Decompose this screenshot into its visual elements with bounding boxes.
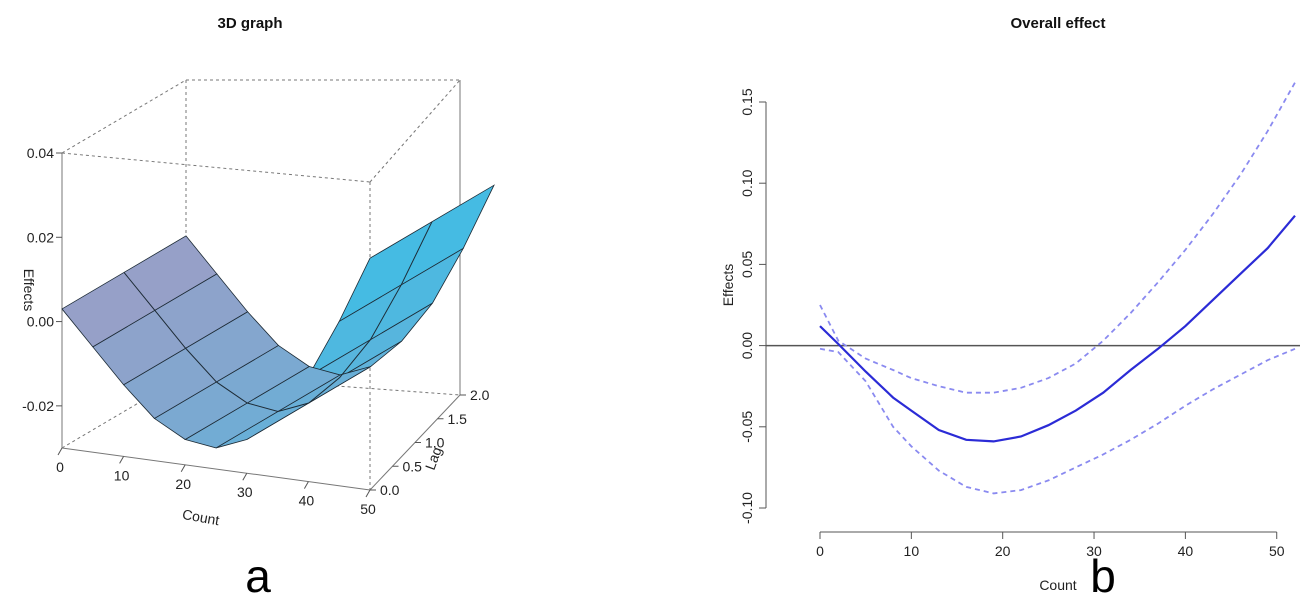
y-tick-label: -0.05 <box>739 411 755 443</box>
x-tick-label: 30 <box>237 484 253 500</box>
x-tick-label: 10 <box>904 543 920 559</box>
y-tick-label: 0.15 <box>739 88 755 115</box>
x-tick-label: 40 <box>1178 543 1194 559</box>
chart-b-title: Overall effect <box>1010 15 1105 32</box>
x-tick-label: 20 <box>175 476 191 492</box>
x-tick-mark <box>303 481 309 489</box>
effect-line <box>819 214 1296 443</box>
chart-b-xlabel: Count <box>1039 577 1076 593</box>
x-tick-label: 50 <box>360 501 376 517</box>
x-tick-label: 0 <box>56 459 64 475</box>
y-tick-label: 0.5 <box>403 458 423 474</box>
y-tick-label: 0.10 <box>739 169 755 196</box>
chart-a-title: 3D graph <box>217 15 282 32</box>
z-tick-label: 0.04 <box>27 145 54 161</box>
lower-ci-line <box>819 347 1296 495</box>
upper-ci-line <box>819 82 1296 394</box>
y-tick-label: 0.0 <box>380 482 400 498</box>
z-tick-label: 0.00 <box>27 314 54 330</box>
chart-a-ylabel: Lag <box>422 445 445 472</box>
z-tick-label: -0.02 <box>22 398 54 414</box>
chart-a-y-ticks: 0.00.51.01.52.0 <box>370 387 490 498</box>
chart-a-zlabel: Effects <box>21 269 37 312</box>
y-tick-label: 0.00 <box>739 332 755 359</box>
z-tick-label: 0.02 <box>27 229 54 245</box>
chart-a-z-ticks: -0.02 0.00 0.02 0.04 <box>22 145 62 414</box>
chart-a-x-ticks: 0 10 20 30 40 50 <box>56 447 376 517</box>
x-tick-label: 50 <box>1269 543 1285 559</box>
chart-a-surface <box>61 184 495 449</box>
x-tick-label: 20 <box>995 543 1011 559</box>
x-tick-mark <box>365 489 371 498</box>
x-tick-label: 0 <box>816 543 824 559</box>
x-tick-label: 10 <box>114 467 130 483</box>
chart-b-panel-label: b <box>1090 550 1116 602</box>
y-tick-label: 1.5 <box>448 411 468 427</box>
chart-b-ylabel: Effects <box>720 264 736 307</box>
y-tick-label: 2.0 <box>470 387 490 403</box>
chart-a-xlabel: Count <box>181 506 221 528</box>
x-tick-label: 40 <box>299 493 315 509</box>
x-tick-mark <box>180 464 186 473</box>
y-tick-label: -0.10 <box>739 492 755 524</box>
x-tick-mark <box>242 472 248 481</box>
x-tick-label: 30 <box>1086 543 1102 559</box>
chart-a-panel-label: a <box>245 550 271 602</box>
chart-3d-graph: 3D graph -0.02 0.00 0.02 0.04 0 10 20 30 40 50 0… <box>21 15 495 602</box>
x-tick-mark <box>57 447 63 456</box>
x-tick-mark <box>119 456 125 464</box>
surface-mid-curve <box>123 221 433 412</box>
y-tick-label: 0.05 <box>739 251 755 278</box>
chart-b-lines <box>819 82 1296 495</box>
chart-b-axes: -0.10 -0.05 0.00 0.05 0.10 0.15 0 10 20 30 40 50 <box>739 88 1300 559</box>
y-tick-label: 1.0 <box>425 435 445 451</box>
